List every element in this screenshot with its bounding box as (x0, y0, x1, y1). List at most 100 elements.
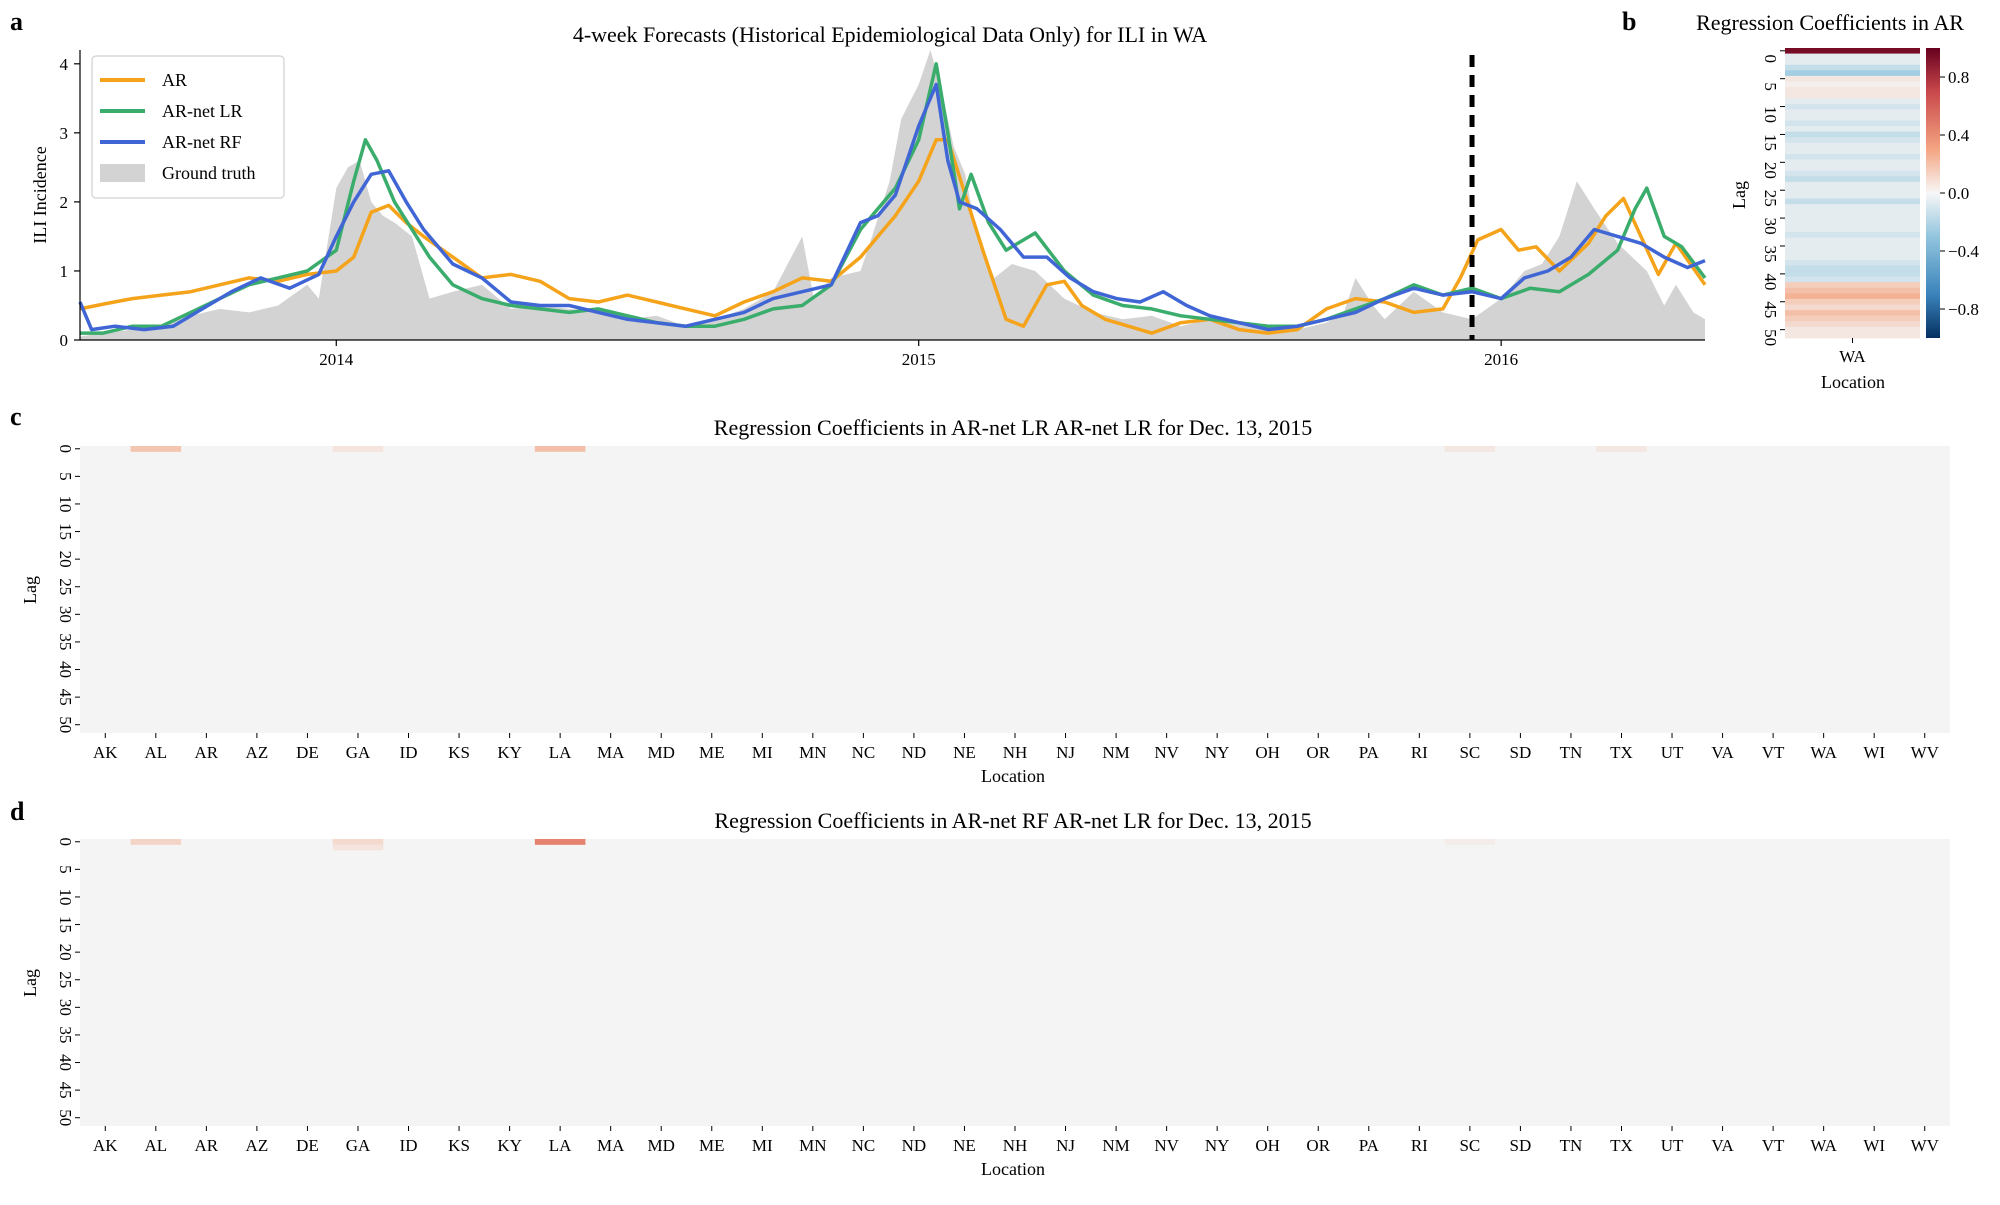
heat-cell-lag-24 (1785, 181, 1920, 188)
y-ticks-d: 0 5 10 15 20 25 30 35 40 45 50 (56, 838, 80, 1126)
heat-cell-ga-lag-0 (332, 839, 384, 845)
legend-box (91, 55, 285, 199)
heat-cell-lag-16 (1785, 137, 1920, 144)
x-tick-label-nh: NH (1003, 743, 1028, 762)
colorbar-tick-label: 0.8 (1948, 68, 1969, 87)
heat-cell-lag-37 (1785, 254, 1920, 261)
x-tick-label-wv: WV (1911, 1136, 1940, 1155)
panel-a: a 4-week Forecasts (Historical Epidemiol… (10, 7, 1707, 369)
y-axis-label-b: Lag (1729, 181, 1749, 209)
x-tick-label-wi: WI (1863, 743, 1885, 762)
heat-cell-lag-38 (1785, 259, 1920, 266)
y-tick-label: 25 (56, 578, 75, 595)
x-tick-label-ma: MA (597, 1136, 625, 1155)
heat-cell-ga-lag-0 (332, 446, 384, 452)
heat-cell-lag-25 (1785, 187, 1920, 194)
x-tick-label-nm: NM (1102, 743, 1129, 762)
y-axis-label-d: Lag (20, 969, 40, 997)
heat-cell-la-lag-0 (534, 839, 586, 845)
x-tick-label-me: ME (699, 1136, 725, 1155)
panel-a-title: 4-week Forecasts (Historical Epidemiolog… (573, 22, 1207, 47)
heat-cell-lag-9 (1785, 98, 1920, 105)
y-tick-label: 1 (60, 262, 69, 281)
x-tick-label-pa: PA (1359, 743, 1380, 762)
y-tick-label: 0 (56, 838, 75, 847)
x-tick-label-nv: NV (1154, 1136, 1179, 1155)
panel-c-title: Regression Coefficients in AR-net LR AR-… (714, 415, 1312, 440)
x-tick-label-de: DE (296, 743, 319, 762)
legend-label-ar-net-rf: AR-net RF (162, 132, 242, 152)
y-tick-label: 15 (56, 916, 75, 933)
y-tick-label: 45 (56, 689, 75, 706)
heat-cell-lag-49 (1785, 321, 1920, 328)
y-tick-label: 0 (60, 331, 69, 350)
x-tick-label-la: LA (549, 743, 572, 762)
ar-net-lr-heatmap (80, 446, 1950, 733)
y-tick-label: 4 (60, 55, 69, 74)
x-tick-label-sd: SD (1510, 1136, 1532, 1155)
y-tick-label: 0 (1761, 55, 1780, 64)
heat-cell-lag-46 (1785, 304, 1920, 311)
x-tick-label-nj: NJ (1056, 1136, 1075, 1155)
heat-background (80, 446, 1950, 733)
x-tick-label-tn: TN (1560, 1136, 1583, 1155)
heat-cell-lag-14 (1785, 126, 1920, 133)
y-tick-label: 25 (56, 971, 75, 988)
x-tick-label-de: DE (296, 1136, 319, 1155)
x-tick-label-mn: MN (799, 1136, 826, 1155)
x-tick-label-ut: UT (1661, 1136, 1684, 1155)
y-tick-label: 35 (56, 1026, 75, 1043)
x-tick-label-nc: NC (852, 743, 876, 762)
y-tick-label: 40 (56, 661, 75, 678)
x-tick-label-oh: OH (1255, 743, 1280, 762)
y-tick-label: 20 (56, 551, 75, 568)
x-axis-label-c: Location (981, 766, 1045, 786)
heat-cell-lag-36 (1785, 248, 1920, 255)
series-ground-truth (80, 50, 1705, 340)
heat-cell-lag-2 (1785, 59, 1920, 66)
heat-cell-lag-45 (1785, 298, 1920, 305)
heat-cell-lag-5 (1785, 75, 1920, 82)
ar-net-rf-heatmap (80, 839, 1950, 1126)
heat-cell-lag-4 (1785, 70, 1920, 77)
x-tick-label-md: MD (648, 743, 675, 762)
x-tick-label-tx: TX (1610, 743, 1633, 762)
panel-letter-d: d (10, 797, 25, 826)
y-tick-label: 20 (1761, 162, 1780, 179)
heat-cell-lag-17 (1785, 142, 1920, 149)
heat-cell-lag-48 (1785, 315, 1920, 322)
x-tick-label-me: ME (699, 743, 725, 762)
colorbar-tick-label: 0.0 (1948, 184, 1969, 203)
x-tick-label-oh: OH (1255, 1136, 1280, 1155)
x-tick-label-nv: NV (1154, 743, 1179, 762)
heat-cell-lag-15 (1785, 131, 1920, 138)
x-tick-label-ri: RI (1411, 743, 1428, 762)
legend: AR AR-net LR AR-net RF Ground truth (91, 55, 285, 199)
heat-cell-tx-lag-0 (1596, 446, 1647, 452)
x-tick-label-ut: UT (1661, 743, 1684, 762)
x-tick-label-nc: NC (852, 1136, 876, 1155)
y-tick-label: 0 (56, 445, 75, 454)
x-tick-label-nm: NM (1102, 1136, 1129, 1155)
heat-cell-lag-51 (1785, 332, 1920, 339)
heat-cell-lag-20 (1785, 159, 1920, 166)
x-tick-label-az: AZ (246, 1136, 269, 1155)
y-tick-label: 3 (60, 124, 69, 143)
y-tick-label: 2 (60, 193, 69, 212)
x-tick-label-sd: SD (1510, 743, 1532, 762)
x-tick-label-vt: VT (1762, 1136, 1785, 1155)
ground-truth-area (80, 50, 1705, 340)
x-tick-label-ar: AR (195, 743, 219, 762)
heat-cell-lag-18 (1785, 148, 1920, 155)
heat-cell-al-lag-0 (130, 839, 182, 845)
heat-cell-lag-6 (1785, 81, 1920, 88)
heat-cell-lag-47 (1785, 310, 1920, 317)
x-tick-label-wv: WV (1911, 743, 1940, 762)
x-tick-label-pa: PA (1359, 1136, 1380, 1155)
y-tick-label: 5 (56, 865, 75, 874)
x-axis-label-b: Location (1821, 372, 1885, 392)
x-tick-label-va: VA (1711, 743, 1734, 762)
heat-cell-lag-19 (1785, 153, 1920, 160)
x-tick-label-ak: AK (93, 1136, 118, 1155)
